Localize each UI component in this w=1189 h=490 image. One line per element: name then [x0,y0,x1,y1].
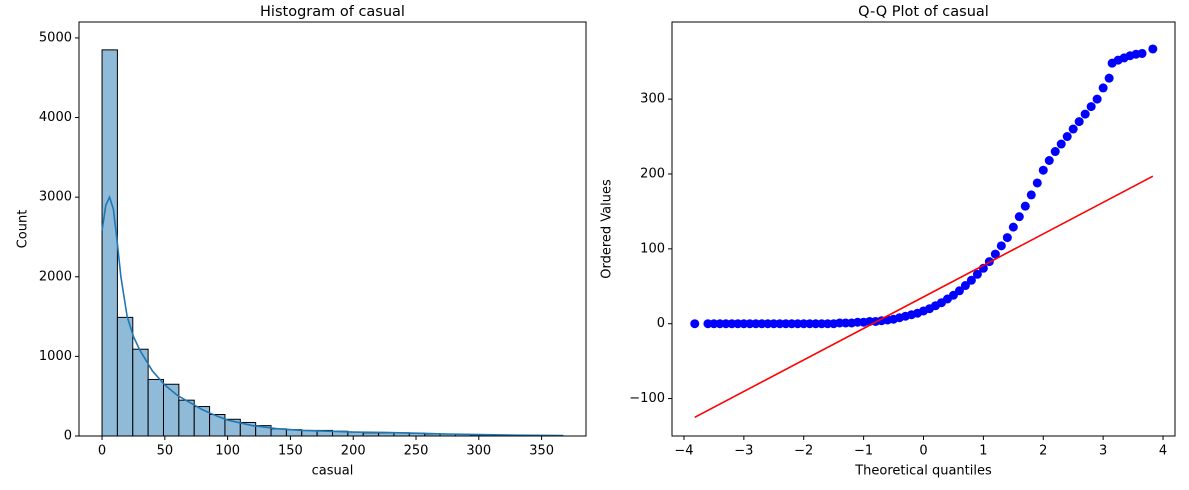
plot: Histogram of casual casual Count 0 50 100 150 2… [16,4,587,479]
point [954,286,964,296]
fit-line [694,175,1154,418]
bar [162,383,180,437]
point [1148,44,1158,54]
point [1038,165,1048,175]
point [972,269,982,279]
point [1008,222,1018,232]
x-tick-label: 4 [1159,444,1167,459]
point [1086,102,1096,112]
point [1026,190,1036,200]
bar [147,378,164,437]
x-tick-label: 2 [1039,444,1047,459]
x-tick-label: 300 [466,444,491,459]
point [1062,132,1072,142]
y-tick-label: 4000 [39,110,72,125]
point [960,281,970,291]
x-tick-label: 3 [1099,444,1107,459]
x-tick-label: 1 [979,444,987,459]
bar [116,316,134,437]
point [1104,73,1114,83]
x-tick-label: −1 [854,444,873,459]
point [966,275,976,285]
y-tick-label: 0 [64,429,72,444]
y-tick-label: 3000 [39,190,72,205]
bar [132,348,149,437]
point [1044,155,1054,165]
x-tick-label: −3 [734,444,753,459]
point [996,241,1006,251]
plot: Q-Q Plot of casual Theoretical quantiles O… [600,4,1176,479]
x-axis-label: Theoretical quantiles [854,464,992,479]
y-tick-label: 0 [657,316,665,331]
point [1032,178,1042,188]
x-tick-label: 150 [278,444,303,459]
kde-line [101,194,563,437]
y-tick-label: −100 [629,391,665,406]
plot-title: Q-Q Plot of casual [858,4,989,20]
y-tick-label: 2000 [39,269,72,284]
y-tick-label: 200 [640,166,665,181]
y-tick-label: 1000 [39,349,72,364]
y-tick-label: 5000 [39,30,72,45]
bar [178,399,195,437]
point [1074,117,1084,127]
point [1137,48,1147,58]
point [1050,147,1060,157]
plot-title: Histogram of casual [260,4,405,20]
point [1098,83,1108,93]
y-axis-label: Ordered Values [600,179,615,279]
point [1014,212,1024,222]
axes-frame [78,21,587,437]
axes-frame [671,21,1176,437]
point [1056,139,1066,149]
x-tick-label: 0 [919,444,927,459]
x-tick-label: −4 [674,444,693,459]
x-tick-label: 200 [341,444,366,459]
point [1020,201,1030,211]
point [690,319,700,329]
y-axis-label: Count [16,210,31,249]
point [1092,94,1102,104]
bar [193,406,211,437]
bar [101,49,118,437]
x-tick-label: 50 [157,444,174,459]
point [1080,109,1090,119]
x-tick-label: 350 [529,444,554,459]
x-tick-label: 250 [404,444,429,459]
point [1068,124,1078,134]
point [1002,233,1012,243]
x-axis-label: casual [312,464,354,479]
x-tick-label: 100 [215,444,240,459]
point [990,249,1000,259]
y-tick-label: 300 [640,92,665,107]
y-tick-label: 100 [640,241,665,256]
x-tick-label: 0 [98,444,106,459]
x-tick-label: −2 [794,444,813,459]
